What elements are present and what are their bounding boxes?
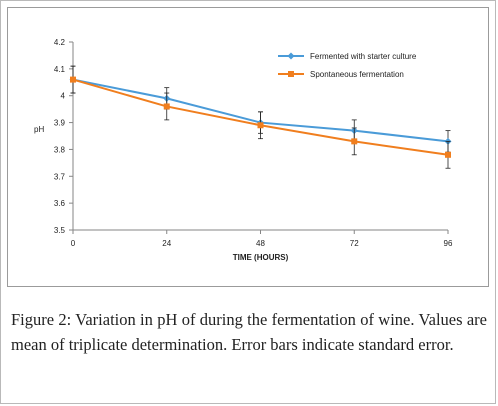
x-tick-label: 72 <box>350 239 359 248</box>
series-1 <box>69 65 452 153</box>
x-axis-ticks: 0 24 48 72 96 <box>71 230 453 248</box>
y-tick-label: 4.2 <box>54 38 66 47</box>
x-tick-label: 24 <box>162 239 171 248</box>
caption-label: Figure 2: <box>11 310 72 329</box>
x-tick-label: 0 <box>71 239 76 248</box>
chart-frame: 3.5 3.6 3.7 3.8 3.9 4 4.1 4.2 0 24 48 72 96 pH TIME… <box>7 7 489 287</box>
x-tick-label: 96 <box>444 239 453 248</box>
legend-label: Spontaneous fermentation <box>310 70 404 79</box>
legend-label: Fermented with starter culture <box>310 52 417 61</box>
figure-caption: Figure 2: Variation in pH of during the … <box>11 307 487 357</box>
data-point-square <box>351 138 358 145</box>
legend-marker-square <box>288 71 294 77</box>
caption-text: Variation in pH of during the fermentati… <box>11 310 487 354</box>
data-point-square <box>257 122 264 129</box>
x-tick-label: 48 <box>256 239 265 248</box>
y-tick-label: 3.6 <box>54 199 66 208</box>
data-point-square <box>163 103 170 110</box>
y-tick-label: 3.8 <box>54 145 66 154</box>
legend-marker-diamond <box>287 52 295 60</box>
series-layer <box>69 65 452 169</box>
y-tick-label: 3.5 <box>54 226 66 235</box>
data-point-square <box>445 151 451 158</box>
y-tick-label: 3.9 <box>54 119 66 128</box>
y-tick-label: 4.1 <box>54 65 66 74</box>
x-axis-title: TIME (HOURS) <box>233 253 289 262</box>
legend: Fermented with starter culture Spontaneou… <box>278 52 417 79</box>
data-point-square <box>70 76 76 83</box>
y-axis-ticks: 3.5 3.6 3.7 3.8 3.9 4 4.1 4.2 <box>54 38 73 235</box>
series-2 <box>70 65 451 169</box>
line-chart: 3.5 3.6 3.7 3.8 3.9 4 4.1 4.2 0 24 48 72 96 pH TIME… <box>34 38 453 262</box>
y-tick-label: 3.7 <box>54 172 66 181</box>
y-axis-title: pH <box>34 125 44 134</box>
y-tick-label: 4 <box>61 92 66 101</box>
